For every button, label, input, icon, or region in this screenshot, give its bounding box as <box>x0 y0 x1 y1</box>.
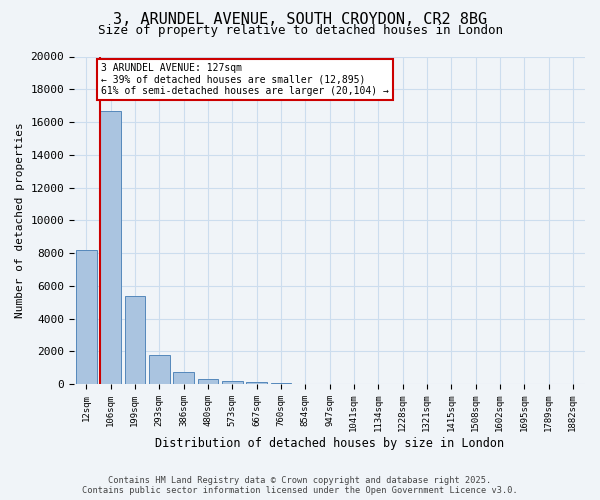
X-axis label: Distribution of detached houses by size in London: Distribution of detached houses by size … <box>155 437 504 450</box>
Text: Contains HM Land Registry data © Crown copyright and database right 2025.
Contai: Contains HM Land Registry data © Crown c… <box>82 476 518 495</box>
Bar <box>246 382 267 384</box>
Bar <box>222 381 242 384</box>
Text: Size of property relative to detached houses in London: Size of property relative to detached ho… <box>97 24 503 37</box>
Bar <box>149 354 170 384</box>
Text: 3 ARUNDEL AVENUE: 127sqm
← 39% of detached houses are smaller (12,895)
61% of se: 3 ARUNDEL AVENUE: 127sqm ← 39% of detach… <box>101 63 389 96</box>
Bar <box>197 379 218 384</box>
Bar <box>100 110 121 384</box>
Bar <box>125 296 145 384</box>
Text: 3, ARUNDEL AVENUE, SOUTH CROYDON, CR2 8BG: 3, ARUNDEL AVENUE, SOUTH CROYDON, CR2 8B… <box>113 12 487 26</box>
Bar <box>76 250 97 384</box>
Y-axis label: Number of detached properties: Number of detached properties <box>15 122 25 318</box>
Bar <box>173 372 194 384</box>
